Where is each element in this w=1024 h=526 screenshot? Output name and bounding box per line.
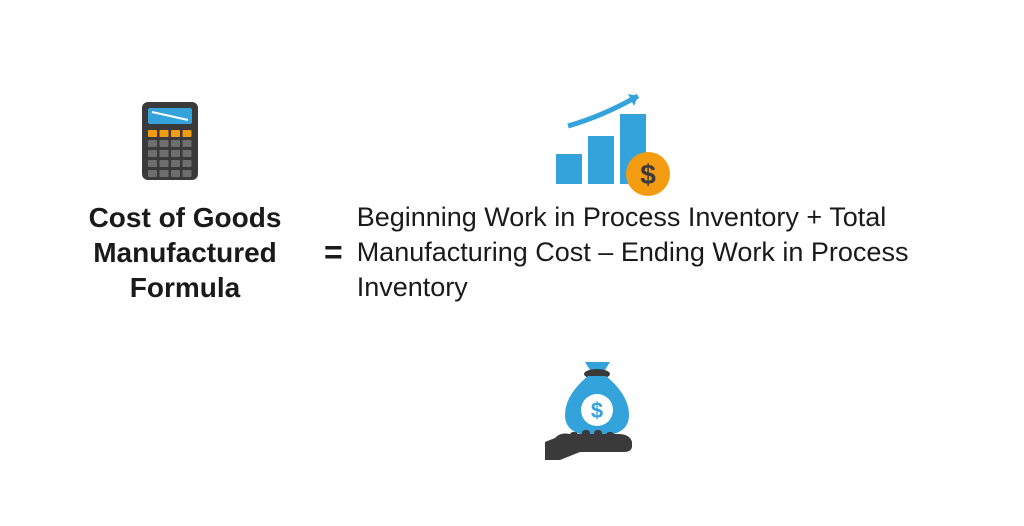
- formula-title: Cost of Goods Manufactured Formula: [60, 200, 310, 305]
- svg-text:$: $: [640, 159, 656, 190]
- calculator-icon: [140, 100, 200, 187]
- title-line: Formula: [60, 270, 310, 305]
- money-bag-hand-icon: $: [540, 360, 655, 470]
- formula-body: Beginning Work in Process Inventory + To…: [357, 200, 980, 305]
- equals-sign: =: [324, 234, 343, 271]
- title-line: Cost of Goods: [60, 200, 310, 235]
- title-line: Manufactured: [60, 235, 310, 270]
- svg-text:$: $: [591, 398, 603, 423]
- bar-chart-growth-icon: $: [548, 88, 678, 203]
- formula-container: Cost of Goods Manufactured Formula = Beg…: [60, 200, 980, 305]
